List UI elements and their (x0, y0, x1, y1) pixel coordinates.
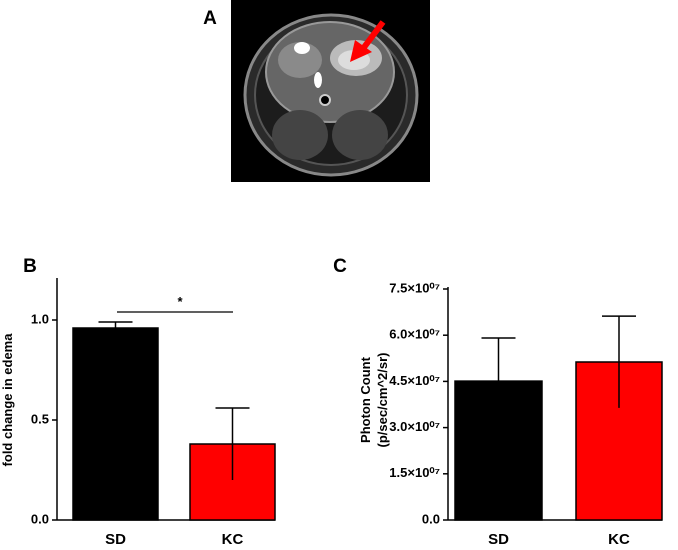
x-tick-label: SD (105, 531, 126, 548)
bar (72, 327, 159, 521)
y-axis-label: fold change in edema (0, 333, 15, 467)
x-tick-label: KC (222, 531, 244, 548)
y-tick-label: 0.5 (31, 411, 49, 426)
panel-label: C (333, 256, 347, 277)
panel-label: B (23, 256, 37, 277)
bar (575, 361, 663, 521)
x-tick-label: KC (608, 531, 630, 548)
mri-image (231, 0, 430, 182)
y-tick-label: 1.5×10⁰⁷ (389, 465, 440, 480)
y-tick-label: 7.5×10⁰⁷ (389, 280, 440, 295)
y-tick-label: 0.0 (422, 511, 440, 526)
y-tick-label: 0.0 (31, 511, 49, 526)
y-axis-label: Photon Count (358, 356, 373, 443)
y-tick-label: 4.5×10⁰⁷ (389, 373, 440, 388)
y-tick-label: 6.0×10⁰⁷ (389, 327, 440, 342)
panel-label: A (203, 8, 217, 29)
y-tick-label: 1.0 (31, 311, 49, 326)
y-axis-label: (p/sec/cm^2/sr) (375, 352, 390, 447)
x-tick-label: SD (488, 531, 509, 548)
annotation: * (177, 294, 183, 309)
y-tick-label: 3.0×10⁰⁷ (389, 419, 440, 434)
